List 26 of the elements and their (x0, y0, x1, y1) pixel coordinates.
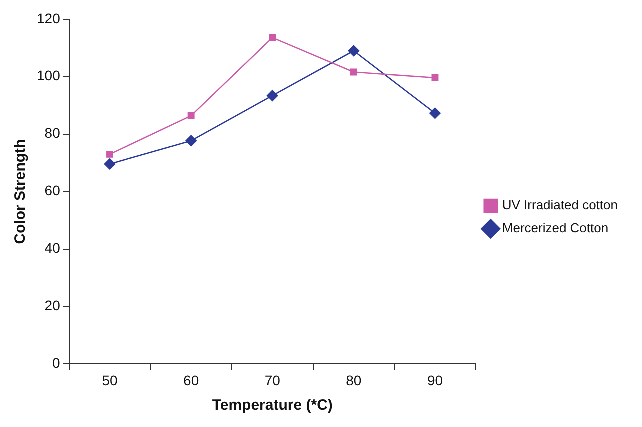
point (106, 150, 114, 158)
point (350, 68, 358, 76)
point (348, 45, 360, 57)
x-tick-label: 50 (102, 372, 118, 388)
y-tick-label: 60 (44, 182, 61, 199)
point (430, 108, 441, 120)
x-tick-label: 70 (264, 372, 281, 388)
point (266, 90, 278, 102)
y-axis-title: Color Strength (12, 139, 30, 244)
point (432, 74, 439, 82)
legend-label: Mercerized Cotton (502, 220, 609, 236)
x-tick-label: 60 (184, 372, 200, 388)
point (104, 158, 116, 170)
x-tick-label: 90 (427, 372, 444, 388)
y-tick-label: 40 (44, 240, 61, 256)
point (186, 135, 197, 147)
y-tick-label: 80 (44, 125, 61, 142)
x-tick-label: 80 (346, 372, 362, 388)
y-tick-label: 120 (37, 10, 61, 26)
legend-label: UV Irradiated cotton (502, 198, 618, 213)
y-tick-label: 20 (44, 298, 61, 314)
x-axis-title: Temperature (*C) (212, 397, 333, 414)
point (188, 112, 195, 120)
y-tick-label: 100 (37, 68, 61, 84)
y-tick-label: 0 (52, 355, 61, 372)
point (269, 34, 276, 42)
